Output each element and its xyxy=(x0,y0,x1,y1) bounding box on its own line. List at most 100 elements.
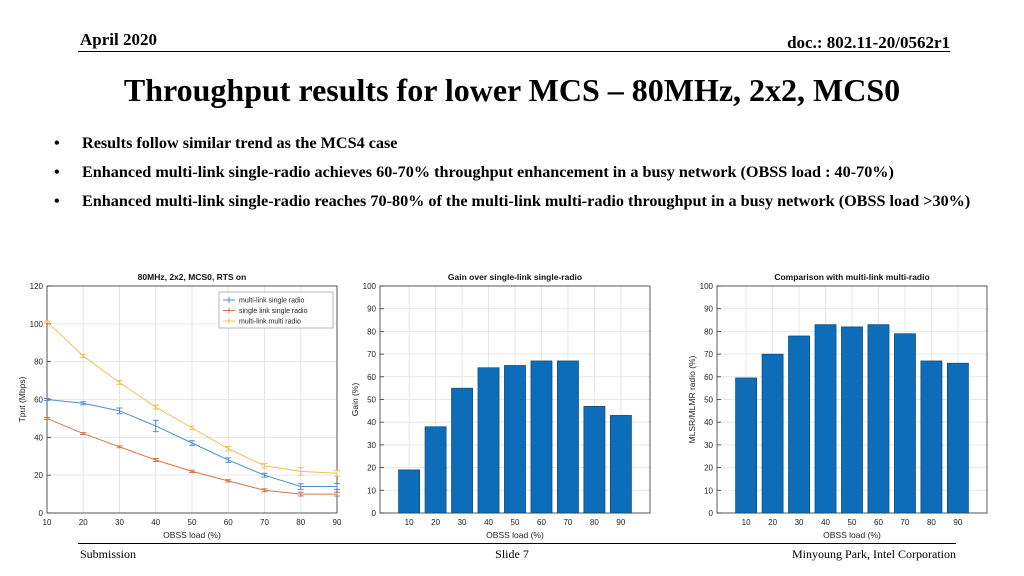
x-tick-label: 20 xyxy=(768,518,777,527)
y-tick-label: 20 xyxy=(704,464,713,473)
x-tick-label: 60 xyxy=(537,518,546,527)
bar xyxy=(583,406,606,514)
y-tick-label: 100 xyxy=(30,320,44,329)
y-tick-label: 60 xyxy=(704,373,713,382)
footer-rule xyxy=(78,543,956,544)
chart-title: Gain over single-link single-radio xyxy=(448,272,582,282)
bar xyxy=(867,324,890,514)
bar xyxy=(788,335,810,514)
y-tick-label: 100 xyxy=(363,282,377,291)
y-tick-label: 50 xyxy=(704,396,713,405)
gain-bar-chart: 0 10 20 30 40 50 60 70 80 90 100 10 20 30 40 50 60 70 80 90… xyxy=(340,268,680,543)
throughput-line-chart-svg: 0 20 40 60 80 100 120 10 20 30 40 50 60 70 80 90 80MHz, … xyxy=(17,272,342,540)
x-tick-label: 40 xyxy=(821,518,830,527)
y-tick-label: 60 xyxy=(34,396,43,405)
throughput-line-chart: 0 20 40 60 80 100 120 10 20 30 40 50 60 70 80 90 80MHz, … xyxy=(10,268,355,543)
x-tick-label: 70 xyxy=(563,518,572,527)
x-tick-label: 10 xyxy=(405,518,414,527)
x-tick-label: 30 xyxy=(795,518,804,527)
footer-left: Submission xyxy=(80,547,137,561)
bullet-item: • Enhanced multi-link single-radio achiev… xyxy=(52,160,992,184)
y-axis-label: Gain (%) xyxy=(350,383,360,417)
header-date: April 2020 xyxy=(80,30,157,49)
y-tick-label: 0 xyxy=(39,509,44,518)
bullet-icon: • xyxy=(54,163,60,181)
x-axis-label: OBSS load (%) xyxy=(486,530,544,540)
x-tick-label: 20 xyxy=(431,518,440,527)
bar xyxy=(398,469,421,514)
legend-label: multi-link single radio xyxy=(239,298,304,305)
x-tick-label: 70 xyxy=(260,518,269,527)
y-tick-label: 90 xyxy=(704,305,713,314)
y-tick-label: 40 xyxy=(34,433,43,442)
bar xyxy=(477,367,500,514)
y-tick-label: 0 xyxy=(372,509,377,518)
footer-author: Minyoung Park, Intel Corporation xyxy=(792,547,956,561)
y-tick-label: 80 xyxy=(704,327,713,336)
x-tick-label: 10 xyxy=(742,518,751,527)
x-tick-label: 30 xyxy=(115,518,124,527)
y-tick-label: 80 xyxy=(34,358,43,367)
chart-title: Comparison with multi-link multi-radio xyxy=(774,272,929,282)
header-rule xyxy=(78,51,950,52)
x-tick-label: 60 xyxy=(874,518,883,527)
comparison-bar-chart: 0 10 20 30 40 50 60 70 80 90 100 10 20 30 40 50 60 70 80 90… xyxy=(680,268,1000,543)
chart-title: 80MHz, 2x2, MCS0, RTS on xyxy=(138,272,247,282)
y-tick-label: 70 xyxy=(367,350,376,359)
y-tick-label: 10 xyxy=(367,486,376,495)
y-axis-label: Tput (Mbps) xyxy=(17,376,27,422)
x-axis-label: OBSS load (%) xyxy=(823,530,881,540)
bullet-item: • Results follow similar trend as the MCS… xyxy=(52,131,992,155)
x-tick-label: 60 xyxy=(224,518,233,527)
y-tick-label: 20 xyxy=(34,471,43,480)
y-tick-label: 60 xyxy=(367,373,376,382)
slide-title: Throughput results for lower MCS – 80MHz… xyxy=(123,72,901,108)
bar xyxy=(451,387,473,514)
x-tick-label: 50 xyxy=(511,518,520,527)
bar xyxy=(735,377,758,514)
x-axis-label: OBSS load (%) xyxy=(163,530,221,540)
x-tick-label: 80 xyxy=(927,518,936,527)
bar xyxy=(920,360,943,514)
bar xyxy=(894,333,916,514)
y-tick-label: 70 xyxy=(704,350,713,359)
legend-box xyxy=(218,291,334,329)
y-tick-label: 10 xyxy=(704,486,713,495)
bar xyxy=(946,362,969,514)
x-tick-label: 70 xyxy=(900,518,909,527)
legend-label: multi-link multi radio xyxy=(239,319,301,326)
bar xyxy=(761,353,784,514)
y-tick-label: 120 xyxy=(30,282,44,291)
header-doc-id: doc.: 802.11-20/0562r1 xyxy=(787,33,950,52)
x-tick-label: 40 xyxy=(151,518,160,527)
x-tick-label: 90 xyxy=(333,518,342,527)
x-tick-label: 30 xyxy=(458,518,467,527)
y-axis-label: MLSR/MLMR radio (%) xyxy=(687,355,697,443)
y-tick-label: 40 xyxy=(367,418,376,427)
x-tick-label: 90 xyxy=(953,518,962,527)
y-tick-label: 40 xyxy=(704,418,713,427)
y-tick-label: 80 xyxy=(367,327,376,336)
x-tick-label: 10 xyxy=(43,518,52,527)
bar xyxy=(530,360,553,514)
bullet-list: • Results follow similar trend as the MCS… xyxy=(52,131,992,218)
y-tick-label: 90 xyxy=(367,305,376,314)
bar xyxy=(557,360,579,514)
y-tick-label: 20 xyxy=(367,464,376,473)
x-tick-label: 40 xyxy=(484,518,493,527)
bullet-text: Enhanced multi-link single-radio reaches… xyxy=(82,192,971,210)
bar xyxy=(504,365,526,514)
x-tick-label: 50 xyxy=(848,518,857,527)
y-tick-label: 50 xyxy=(367,396,376,405)
bar xyxy=(424,426,447,514)
bar xyxy=(609,415,632,514)
x-tick-label: 20 xyxy=(79,518,88,527)
y-tick-label: 30 xyxy=(367,441,376,450)
comparison-bar-chart-svg: 0 10 20 30 40 50 60 70 80 90 100 10 20 30 40 50 60 70 80 90… xyxy=(687,272,988,540)
footer-slide-number: Slide 7 xyxy=(495,547,529,561)
bullet-item: • Enhanced multi-link single-radio reache… xyxy=(52,189,992,213)
x-tick-label: 90 xyxy=(616,518,625,527)
x-tick-label: 80 xyxy=(296,518,305,527)
gain-bar-chart-svg: 0 10 20 30 40 50 60 70 80 90 100 10 20 30 40 50 60 70 80 90… xyxy=(350,272,651,540)
x-tick-label: 80 xyxy=(590,518,599,527)
